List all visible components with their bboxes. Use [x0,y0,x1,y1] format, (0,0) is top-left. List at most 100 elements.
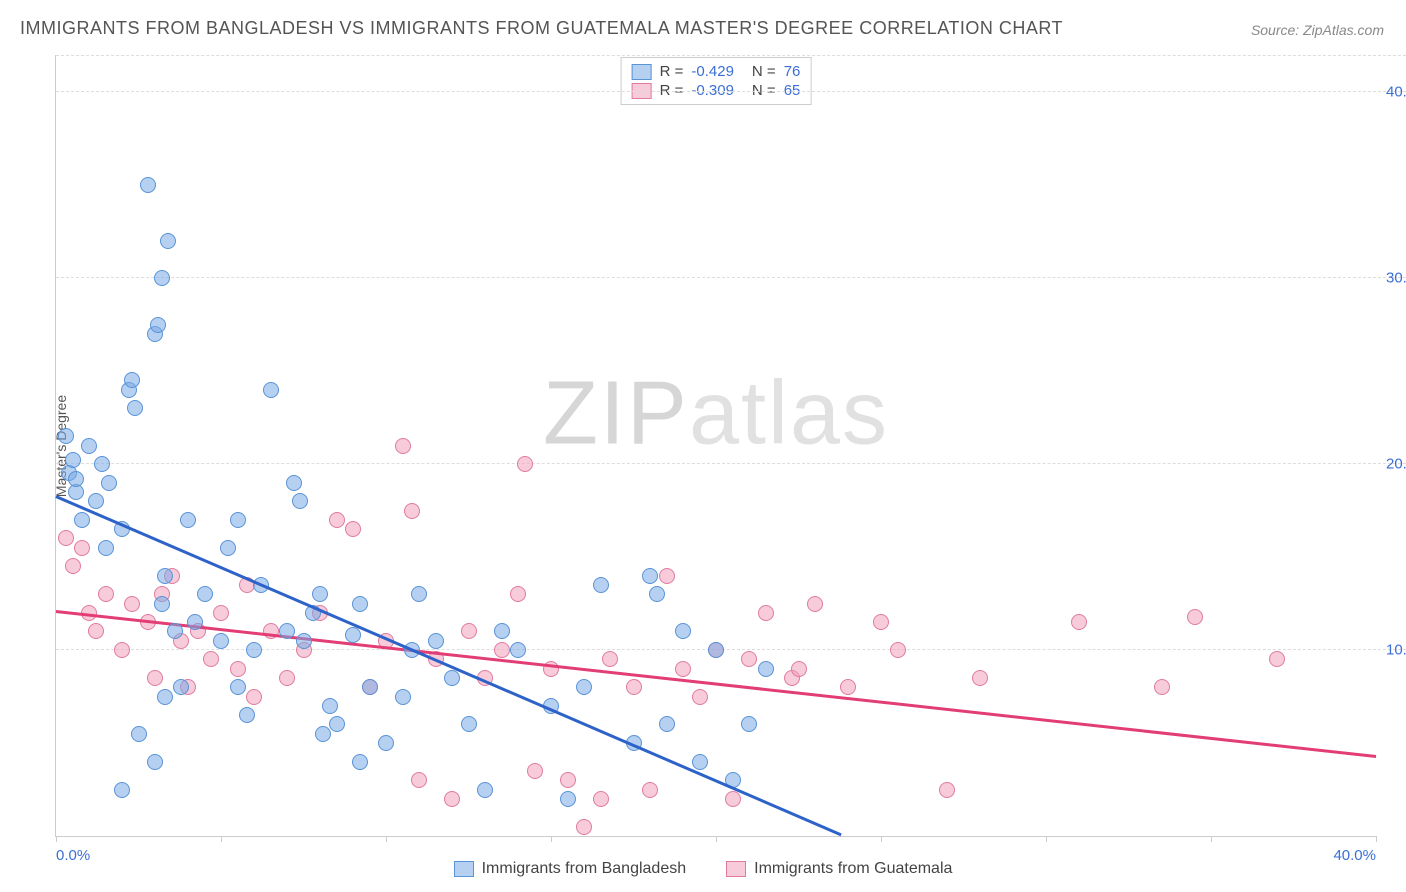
scatter-point-bangladesh [187,614,203,630]
scatter-point-bangladesh [180,512,196,528]
scatter-point-guatemala [725,791,741,807]
scatter-point-guatemala [791,661,807,677]
scatter-point-bangladesh [88,493,104,509]
scatter-point-bangladesh [675,623,691,639]
swatch-bangladesh [632,64,652,80]
scatter-point-bangladesh [101,475,117,491]
scatter-point-bangladesh [81,438,97,454]
scatter-point-guatemala [510,586,526,602]
gridline [56,55,1406,56]
scatter-point-bangladesh [124,372,140,388]
scatter-point-bangladesh [246,642,262,658]
scatter-point-guatemala [98,586,114,602]
scatter-point-guatemala [560,772,576,788]
scatter-point-bangladesh [352,754,368,770]
scatter-point-guatemala [444,791,460,807]
gridline [56,91,1406,92]
x-tick [386,836,387,842]
scatter-point-bangladesh [74,512,90,528]
gridline [56,277,1406,278]
scatter-point-bangladesh [157,689,173,705]
scatter-point-guatemala [939,782,955,798]
scatter-point-bangladesh [649,586,665,602]
x-tick [551,836,552,842]
scatter-point-guatemala [1071,614,1087,630]
scatter-point-bangladesh [147,754,163,770]
scatter-point-bangladesh [593,577,609,593]
scatter-point-bangladesh [296,633,312,649]
scatter-point-guatemala [395,438,411,454]
y-tick-label: 30.0% [1386,270,1406,287]
scatter-point-bangladesh [292,493,308,509]
scatter-point-bangladesh [197,586,213,602]
scatter-point-guatemala [203,651,219,667]
scatter-point-bangladesh [154,596,170,612]
scatter-point-bangladesh [94,456,110,472]
scatter-point-guatemala [345,521,361,537]
scatter-point-bangladesh [239,707,255,723]
scatter-point-guatemala [758,605,774,621]
stats-legend: R = -0.429 N = 76 R = -0.309 N = 65 [621,57,812,105]
scatter-point-guatemala [890,642,906,658]
stats-row-bangladesh: R = -0.429 N = 76 [632,62,801,81]
source-text: Source: ZipAtlas.com [1251,22,1384,38]
y-tick-label: 10.0% [1386,642,1406,659]
scatter-point-bangladesh [230,679,246,695]
scatter-point-bangladesh [65,452,81,468]
y-tick-label: 40.0% [1386,84,1406,101]
x-tick [1211,836,1212,842]
scatter-point-bangladesh [167,623,183,639]
x-tick [221,836,222,842]
legend-item-bangladesh: Immigrants from Bangladesh [454,860,687,878]
scatter-point-guatemala [741,651,757,667]
x-tick [881,836,882,842]
scatter-point-guatemala [576,819,592,835]
scatter-point-bangladesh [68,471,84,487]
gridline [56,463,1406,464]
swatch-bangladesh [454,861,474,877]
scatter-point-bangladesh [322,698,338,714]
stat-n-label: N = [752,63,776,80]
chart-title: IMMIGRANTS FROM BANGLADESH VS IMMIGRANTS… [20,18,1063,39]
scatter-point-bangladesh [127,400,143,416]
watermark: ZIPatlas [543,363,889,466]
scatter-point-bangladesh [150,317,166,333]
scatter-point-bangladesh [286,475,302,491]
scatter-point-guatemala [213,605,229,621]
scatter-point-bangladesh [411,586,427,602]
scatter-point-bangladesh [58,428,74,444]
watermark-zip: ZIP [543,364,689,464]
scatter-point-bangladesh [352,596,368,612]
scatter-point-guatemala [527,763,543,779]
scatter-point-bangladesh [708,642,724,658]
stat-n-bangladesh: 76 [784,63,801,80]
x-tick [56,836,57,842]
scatter-point-guatemala [626,679,642,695]
scatter-point-bangladesh [98,540,114,556]
scatter-point-guatemala [1269,651,1285,667]
scatter-point-bangladesh [279,623,295,639]
scatter-point-guatemala [404,503,420,519]
scatter-point-bangladesh [692,754,708,770]
x-tick [716,836,717,842]
scatter-point-guatemala [517,456,533,472]
scatter-point-guatemala [642,782,658,798]
x-tick [1046,836,1047,842]
x-tick [1376,836,1377,842]
scatter-point-guatemala [807,596,823,612]
plot-region: ZIPatlas R = -0.429 N = 76 R = -0.309 N … [55,55,1376,837]
scatter-point-bangladesh [741,716,757,732]
scatter-point-guatemala [675,661,691,677]
scatter-point-bangladesh [444,670,460,686]
scatter-point-bangladesh [140,177,156,193]
scatter-point-guatemala [65,558,81,574]
scatter-point-bangladesh [461,716,477,732]
scatter-point-guatemala [840,679,856,695]
scatter-point-guatemala [230,661,246,677]
scatter-point-bangladesh [263,382,279,398]
scatter-point-guatemala [74,540,90,556]
scatter-point-bangladesh [345,627,361,643]
scatter-point-guatemala [873,614,889,630]
chart-area: Master's Degree ZIPatlas R = -0.429 N = … [55,55,1376,837]
scatter-point-guatemala [1154,679,1170,695]
